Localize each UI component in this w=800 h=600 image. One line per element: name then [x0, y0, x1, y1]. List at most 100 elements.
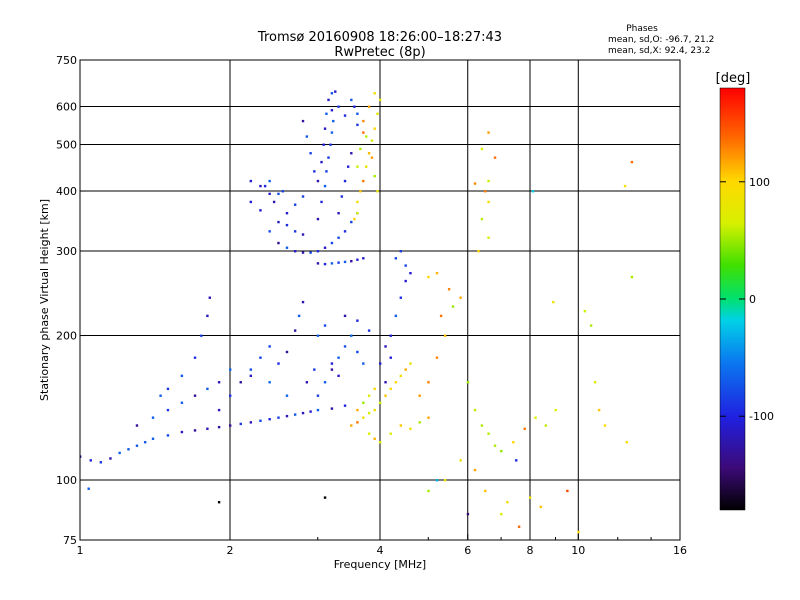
echo-point [623, 184, 627, 188]
y-tick-label: 500 [56, 139, 77, 152]
echo-point [350, 220, 353, 224]
echo-point [193, 429, 197, 432]
echo-point [466, 512, 470, 516]
echo-point [239, 381, 242, 384]
echo-point [487, 236, 490, 239]
phase-stats-title: Phases [626, 24, 658, 34]
echo-point [151, 437, 155, 440]
echo-point [384, 345, 387, 348]
echo-point [285, 394, 289, 397]
echo-point [459, 459, 462, 462]
echo-point [193, 356, 197, 359]
echo-point [577, 530, 580, 534]
echo-point [229, 424, 232, 427]
echo-point [325, 170, 328, 173]
echo-point [362, 416, 365, 419]
echo-point [493, 156, 497, 159]
echo-point [376, 190, 379, 193]
echo-point [373, 387, 376, 391]
echo-point [487, 179, 490, 183]
echo-point [362, 131, 365, 134]
echo-point [447, 288, 451, 291]
echo-point [259, 419, 262, 422]
echo-point [435, 479, 439, 482]
echo-point [217, 425, 221, 429]
echo-point [332, 119, 335, 123]
echo-point [487, 200, 490, 204]
y-tick-label: 600 [56, 101, 77, 114]
colorbar-tick-label: 0 [749, 293, 756, 306]
echo-point [593, 381, 597, 384]
echo-point [323, 324, 327, 327]
x-tick-label: 6 [464, 544, 471, 557]
echo-point [316, 334, 320, 337]
echo-point [443, 334, 447, 337]
x-tick-label: 2 [227, 544, 234, 557]
echo-point [268, 381, 271, 384]
echo-point [394, 257, 398, 260]
echo-point [362, 179, 365, 183]
echo-point [409, 427, 412, 430]
echo-point [404, 279, 407, 283]
echo-point [350, 98, 353, 102]
echo-point [313, 368, 316, 371]
echo-point [118, 451, 121, 455]
echo-point [389, 334, 392, 337]
colorbar-ticks: 100 0 -100 [720, 176, 774, 423]
echo-point [477, 250, 480, 253]
echo-point [539, 505, 542, 509]
echo-point [268, 345, 271, 348]
echo-point [487, 432, 490, 435]
echo-point [323, 127, 327, 130]
echo-point [249, 179, 253, 183]
echo-point [356, 165, 359, 168]
chart-title: Tromsø 20160908 18:26:00–18:27:43 [257, 30, 502, 45]
echo-point [473, 408, 477, 412]
x-axis-label: Frequency [MHz] [334, 558, 426, 571]
echo-point [166, 408, 170, 412]
echo-point [305, 381, 309, 384]
echo-point [285, 223, 289, 227]
echo-point [583, 309, 587, 313]
echo-point [427, 275, 430, 279]
echo-point [365, 165, 368, 168]
echo-point [109, 457, 112, 460]
echo-point [356, 258, 359, 261]
echo-point [473, 182, 477, 185]
echo-point [427, 381, 430, 384]
echo-point [301, 233, 305, 236]
echo-point [473, 468, 477, 472]
echo-point [356, 123, 359, 127]
grid-layer [80, 60, 680, 540]
echo-point [367, 394, 371, 397]
echo-point [309, 251, 312, 254]
echo-point [206, 427, 209, 430]
echo-point [356, 421, 359, 424]
tick-layer: 1 2 4 6 8 10 16 75 100 200 300 400 500 600 750 [56, 54, 687, 557]
echo-point [630, 160, 634, 164]
echo-point [394, 314, 398, 318]
echo-point [523, 427, 526, 430]
echo-point [285, 246, 289, 249]
echo-point [379, 441, 382, 444]
echo-point [343, 345, 347, 348]
x-tick-label: 8 [527, 544, 534, 557]
echo-point [399, 374, 403, 378]
echo-point [325, 112, 328, 115]
echo-point [337, 356, 340, 359]
echo-point [367, 432, 371, 435]
echo-point [459, 296, 462, 299]
y-tick-label: 300 [56, 245, 77, 258]
echo-point [340, 195, 344, 198]
echo-point [217, 381, 221, 384]
echo-point [277, 220, 280, 224]
echo-point [359, 147, 362, 151]
echo-point [346, 165, 350, 168]
echo-point [309, 152, 312, 155]
echo-point [239, 422, 242, 426]
echo-point [529, 496, 532, 499]
echo-point [316, 408, 320, 412]
echo-point [343, 314, 347, 318]
echo-point [356, 350, 359, 354]
x-tick-label: 16 [673, 544, 687, 557]
